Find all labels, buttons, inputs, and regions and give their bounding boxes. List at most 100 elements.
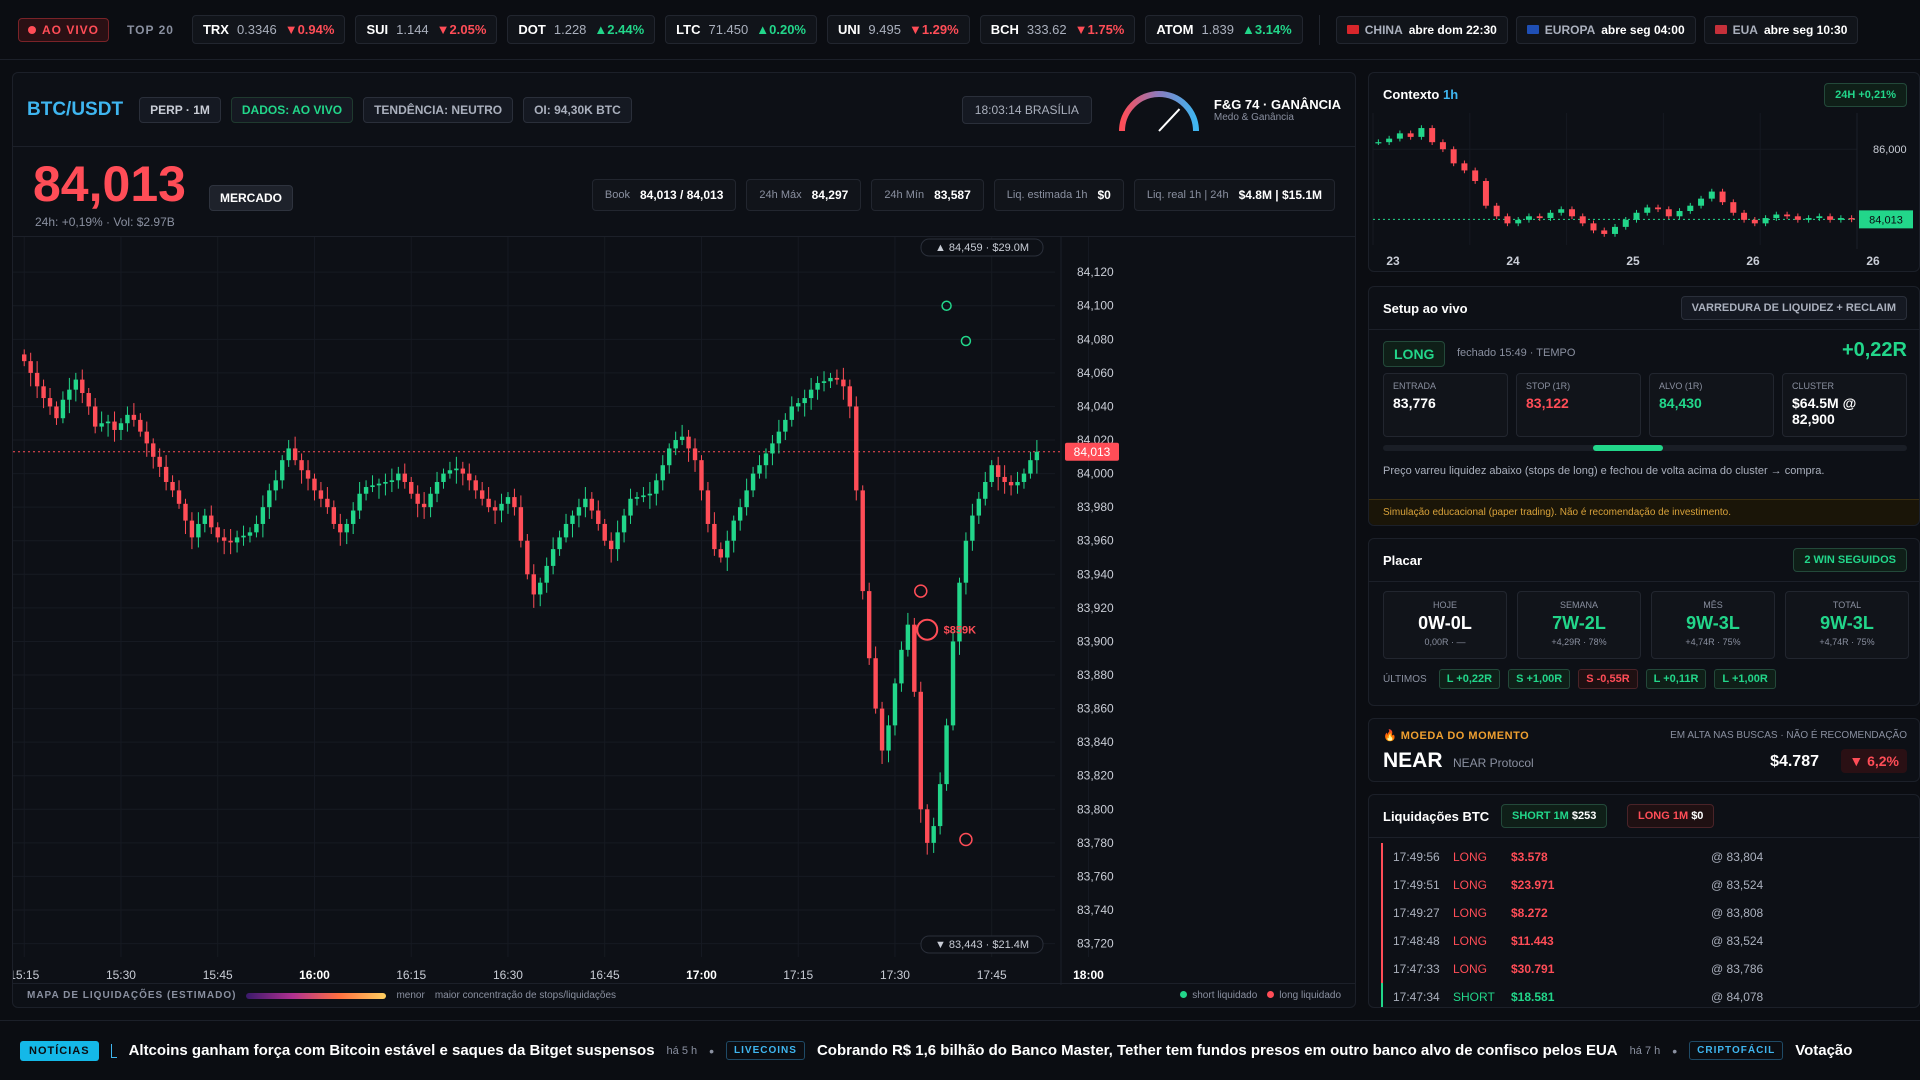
y-tick-label: 83,920 <box>1077 601 1114 615</box>
news-source: CRIPTOFÁCIL <box>1689 1041 1784 1060</box>
candle <box>47 398 53 407</box>
current-price-tag-label: 84,013 <box>1074 445 1111 459</box>
fear-greed-gauge-icon <box>1118 90 1199 132</box>
x-tick-label: 17:15 <box>783 968 813 982</box>
trending-title: 🔥 MOEDA DO MOMENTO <box>1383 730 1530 742</box>
candle <box>254 523 259 533</box>
chart-footer: MAPA DE LIQUIDAÇÕES (ESTIMADO) menor mai… <box>13 983 1355 1007</box>
liquidation-row: 17:48:48 LONG $11.443 @ 83,524 <box>1381 927 1909 955</box>
down-arrow-icon: ▼ <box>1849 753 1868 769</box>
stat-label: 24h Máx <box>759 189 802 201</box>
context-candle <box>1698 198 1705 206</box>
low-label-text: ▼ 83,443 · $21.4M <box>935 939 1029 951</box>
candle <box>796 403 801 407</box>
pair-title[interactable]: BTC/USDT <box>27 98 124 120</box>
liquidation-row: 17:47:33 LONG $30.791 @ 83,786 <box>1381 955 1909 983</box>
candle <box>260 507 266 524</box>
liquidations-panel: Liquidações BTC SHORT 1M $253 LONG 1M $0… <box>1368 794 1920 1008</box>
down-arrow-icon: ▼ <box>436 22 450 37</box>
x-tick-label: 17:30 <box>880 968 910 982</box>
stat-0: Book 84,013 / 84,013 <box>591 179 737 211</box>
context-candle <box>1472 170 1479 181</box>
liq-amount-label: $859K <box>944 625 976 637</box>
candle <box>976 498 982 516</box>
candle <box>202 515 208 524</box>
ticker-dot[interactable]: DOT 1.228 ▲2.44% <box>507 15 656 44</box>
candle <box>660 465 665 481</box>
flag-icon <box>1526 25 1539 34</box>
candle <box>280 460 285 481</box>
candle <box>428 493 433 508</box>
news-headline[interactable]: Altcoins ganham força com Bitcoin estáve… <box>128 1042 655 1059</box>
chip-timeframe[interactable]: PERP · 1M <box>139 96 221 123</box>
ticker-symbol: ATOM <box>1156 22 1194 37</box>
candle <box>363 487 369 494</box>
market-china: CHINA abre dom 22:30 <box>1335 15 1508 44</box>
liq-amount: $30.791 <box>1511 962 1555 976</box>
context-candle <box>1568 209 1575 217</box>
candle <box>854 406 859 491</box>
score-box-hoje: HOJE 0W-0L 0,00R · — <box>1383 591 1507 659</box>
candle <box>434 481 440 494</box>
ticker-symbol: BCH <box>990 22 1019 37</box>
y-tick-label: 84,100 <box>1077 299 1114 313</box>
candle <box>118 423 124 430</box>
ticker-symbol: LTC <box>676 22 701 37</box>
setup-box-value: $64.5M @ 82,900 <box>1792 395 1857 427</box>
candle <box>389 480 395 482</box>
setup-box-label: STOP (1R) <box>1526 381 1571 391</box>
news-separator: • <box>1672 1042 1678 1059</box>
setup-box-label: ALVO (1R) <box>1659 381 1703 391</box>
candle <box>144 431 149 444</box>
context-candle <box>1708 191 1715 199</box>
candle <box>234 537 240 543</box>
ticker-bch[interactable]: BCH 333.62 ▼1.75% <box>979 15 1136 44</box>
ticker-sui[interactable]: SUI 1.144 ▼2.05% <box>355 15 498 44</box>
score-box-sub: +4,29R · 78% <box>1551 637 1607 647</box>
liq-side: SHORT <box>1453 990 1495 1004</box>
news-headline[interactable]: Votação <box>1795 1042 1853 1059</box>
context-candle <box>1375 142 1382 144</box>
ticker-ltc[interactable]: LTC 71.450 ▲0.20% <box>665 15 817 44</box>
y-tick-label: 84,040 <box>1077 399 1114 413</box>
candle <box>550 549 556 566</box>
market-eua: EUA abre seg 10:30 <box>1703 15 1859 44</box>
ticker-atom[interactable]: ATOM 1.839 ▲3.14% <box>1145 15 1303 44</box>
stat-3: Liq. estimada 1h $0 <box>993 179 1124 211</box>
fire-icon: 🔥 <box>1383 730 1398 742</box>
candle <box>905 624 911 650</box>
candle <box>686 436 691 449</box>
low-label: ▼ 83,443 · $21.4M <box>920 935 1044 954</box>
candle <box>950 641 956 726</box>
price-chart[interactable]: 84,12084,10084,08084,06084,04084,02084,0… <box>13 237 1357 985</box>
candle <box>879 708 885 751</box>
candle <box>634 497 640 499</box>
candle <box>228 540 233 543</box>
candle <box>544 565 549 583</box>
context-x-label: 25 <box>1626 254 1640 268</box>
liq-amount: $11.443 <box>1511 934 1554 948</box>
context-candle <box>1418 128 1425 137</box>
stat-4: Liq. real 1h | 24h $4.8M | $15.1M <box>1133 179 1335 211</box>
ticker-change: ▼1.29% <box>909 22 959 37</box>
ticker-trx[interactable]: TRX 0.3346 ▼0.94% <box>191 15 346 44</box>
liq-time: 17:48:48 <box>1393 934 1440 948</box>
candle <box>1002 476 1007 482</box>
context-candle <box>1751 219 1758 224</box>
stats-24h: 24h: +0,19% · Vol: $2.97B <box>35 215 175 229</box>
chart-panel: BTC/USDT PERP · 1M DADOS: AO VIVO TENDÊN… <box>12 72 1356 1008</box>
ticker-price: 1.839 <box>1201 22 1234 37</box>
ticker-uni[interactable]: UNI 9.495 ▼1.29% <box>827 15 970 44</box>
candle <box>189 520 195 538</box>
flag-icon <box>1346 25 1359 34</box>
news-separator: • <box>709 1042 715 1059</box>
candle <box>821 381 827 383</box>
trending-coin-panel[interactable]: 🔥 MOEDA DO MOMENTO EM ALTA NAS BUSCAS · … <box>1368 718 1920 782</box>
candle <box>557 537 562 550</box>
context-candle <box>1644 207 1651 213</box>
news-headline[interactable]: Cobrando R$ 1,6 bilhão do Banco Master, … <box>816 1042 1618 1059</box>
trending-disclaimer: EM ALTA NAS BUSCAS · NÃO É RECOMENDAÇÃO <box>1670 730 1907 741</box>
candle <box>215 527 220 538</box>
candle <box>860 490 865 592</box>
context-chart[interactable]: 86,000 84,013 23 24 25 26 26 <box>1369 113 1920 273</box>
